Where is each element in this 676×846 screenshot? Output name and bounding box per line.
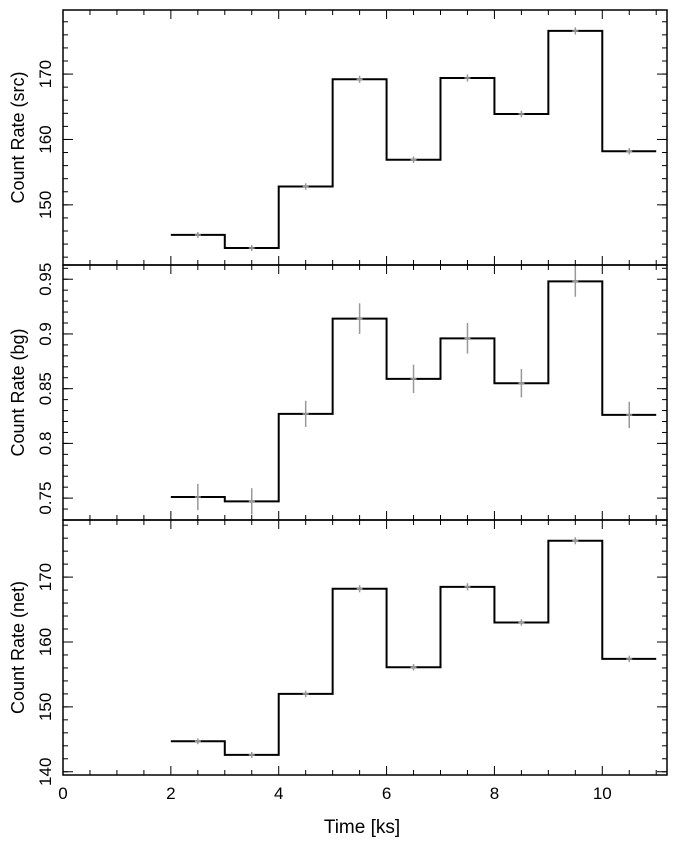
y-tick-label: 0.95: [36, 263, 55, 296]
x-axis-label: Time [ks]: [324, 817, 400, 838]
panel-1: 150 160 170 Count Rate (src): [8, 9, 668, 266]
y-tick-label: 170: [36, 60, 55, 88]
y-tick-label: 0.9: [36, 322, 55, 346]
panel-3: 140 150 160 170 Count Rate (net): [8, 519, 668, 786]
x-tick-label: 8: [490, 784, 499, 803]
y-tick-label: 170: [36, 563, 55, 591]
x-tick-label: 6: [382, 784, 391, 803]
x-tick-label: 0: [58, 784, 67, 803]
y-tick-label: 140: [36, 758, 55, 786]
y-tick-label: 160: [36, 125, 55, 153]
y-tick-label: 150: [36, 191, 55, 219]
panel-frame: [62, 9, 668, 266]
y-tick-label: 0.8: [36, 432, 55, 456]
panel-frame: [62, 264, 668, 521]
y-axis-label: Count Rate (net): [8, 581, 28, 714]
x-tick-label: 4: [274, 784, 283, 803]
panel-frame: [62, 519, 668, 776]
y-tick-label: 0.75: [36, 482, 55, 515]
y-axis-label: Count Rate (src): [8, 71, 28, 203]
x-tick-label: 2: [166, 784, 175, 803]
series-step-line: [170, 29, 657, 249]
x-tick-label: 10: [593, 784, 612, 803]
y-tick-label: 160: [36, 628, 55, 656]
y-tick-label: 150: [36, 693, 55, 721]
panel-2: 0.75 0.8 0.85 0.9 0.95 Count Rate (bg): [8, 263, 668, 521]
y-tick-label: 0.85: [36, 372, 55, 405]
series-step-line: [170, 539, 657, 756]
y-axis-label: Count Rate (bg): [8, 328, 28, 456]
